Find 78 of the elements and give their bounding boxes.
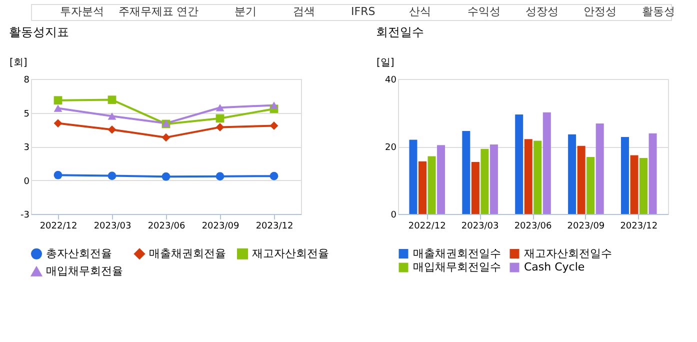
y-axis-title: [일] <box>376 58 394 68</box>
text: 활동성 <box>642 5 675 18</box>
point <box>108 112 116 120</box>
bar <box>490 144 498 214</box>
x-tick-label: 2023/03 <box>94 222 132 232</box>
x-tick-label: 2023/06 <box>514 222 552 232</box>
y-tick-label: 5 <box>24 109 30 120</box>
chart-title: 활동성지표 <box>9 25 69 39</box>
point <box>270 172 278 180</box>
legend-label: 매입채무회전율 <box>46 264 123 278</box>
x-tick-label: 2023/12 <box>256 222 294 232</box>
legend-label: Cash Cycle <box>524 260 585 274</box>
text: 산식 <box>409 5 432 18</box>
bar <box>577 146 586 214</box>
x-tick-label: 2023/09 <box>202 222 240 232</box>
text: 수익성 <box>467 5 500 18</box>
legend-label: 총자산회전율 <box>46 246 112 260</box>
bar <box>418 161 426 214</box>
bar <box>428 156 436 214</box>
y-tick-label: 8 <box>24 76 30 86</box>
text: 검색 <box>292 5 315 18</box>
chart-title: 회전일수 <box>376 25 424 39</box>
bar <box>534 140 542 214</box>
y-tick-label: 3 <box>24 143 30 153</box>
legend-label: 재고자산회전율 <box>252 246 329 260</box>
bar <box>471 162 480 214</box>
legend-label: 매출채권회전율 <box>149 246 226 260</box>
bar <box>648 133 657 214</box>
bar <box>586 156 595 214</box>
y-tick-label: 40 <box>385 76 397 86</box>
point <box>270 122 278 130</box>
text: 성장성 <box>526 5 559 18</box>
text: 분기 <box>234 5 257 18</box>
bar <box>568 134 576 214</box>
x-tick-label: 2023/12 <box>620 222 658 232</box>
bar <box>409 140 418 214</box>
point <box>54 170 62 180</box>
bar <box>437 145 446 214</box>
text: 투자분석 <box>60 5 104 18</box>
text: 연간 <box>176 5 198 18</box>
x-tick-label: 2023/06 <box>148 222 186 232</box>
point <box>108 125 116 134</box>
point <box>54 119 62 128</box>
bar <box>620 137 629 214</box>
y-tick-label: 0 <box>24 176 30 187</box>
point <box>108 96 116 104</box>
bar <box>462 130 470 214</box>
x-tick-label: 2022/12 <box>408 222 446 232</box>
bar <box>515 114 524 214</box>
text: 주재무제표 <box>118 5 174 18</box>
bar <box>630 155 638 214</box>
y-tick-label: 0 <box>390 210 397 220</box>
y-tick-label: -3 <box>20 210 30 220</box>
text: 안정성 <box>584 5 617 18</box>
bar <box>640 158 648 214</box>
legend-label: 매입채무회전일수 <box>413 260 501 274</box>
point <box>216 172 224 181</box>
text: IFRS <box>351 5 376 18</box>
point <box>54 96 62 105</box>
bar <box>596 124 604 214</box>
y-axis-title: [회] <box>10 58 28 68</box>
point <box>162 172 170 181</box>
bar <box>542 112 551 214</box>
point <box>108 172 116 180</box>
bar <box>524 139 532 214</box>
legend-label: 재고자산회전일수 <box>524 246 612 260</box>
point <box>162 133 170 142</box>
point <box>270 102 278 109</box>
point <box>216 104 224 112</box>
x-tick-label: 2023/03 <box>461 222 499 232</box>
bar <box>480 148 489 214</box>
point <box>54 104 62 112</box>
x-tick-label: 2023/09 <box>567 222 605 232</box>
y-tick-label: 20 <box>385 143 397 153</box>
legend-label: 매출채권회전일수 <box>413 246 501 260</box>
point <box>216 114 224 123</box>
x-tick-label: 2022/12 <box>40 222 78 232</box>
point <box>216 123 224 132</box>
